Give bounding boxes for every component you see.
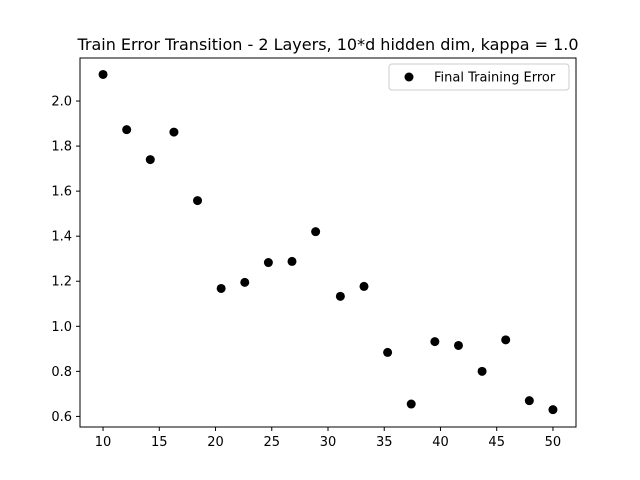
legend-marker [404, 72, 414, 82]
y-tick-label: 0.6 [51, 410, 72, 425]
y-tick-label: 1.6 [51, 185, 72, 200]
data-point [145, 155, 155, 165]
data-point [311, 227, 321, 237]
plot-frame [79, 57, 577, 428]
x-tick-label: 45 [488, 435, 505, 450]
y-tick-label: 1.2 [51, 275, 72, 290]
x-tick-label: 35 [376, 435, 393, 450]
data-point [548, 405, 558, 415]
y-tick-label: 1.8 [51, 140, 72, 155]
data-point [98, 69, 108, 79]
plot-area [80, 58, 576, 427]
x-axis: 10 15 20 25 30 35 40 45 50 [95, 427, 561, 450]
x-tick-label: 20 [207, 435, 224, 450]
x-tick-label: 10 [95, 435, 112, 450]
data-points [98, 69, 558, 415]
x-tick-label: 25 [263, 435, 280, 450]
legend: Final Training Error [388, 63, 570, 91]
y-tick-label: 0.8 [51, 365, 72, 380]
y-tick-label: 1.4 [51, 230, 72, 245]
data-point [383, 347, 393, 357]
data-point [359, 281, 369, 291]
data-point [287, 256, 297, 266]
plot-background [80, 58, 576, 427]
data-point [263, 258, 273, 268]
x-tick-label: 15 [151, 435, 168, 450]
data-point [453, 340, 463, 350]
data-point [477, 366, 487, 376]
y-tick-label: 2.0 [51, 95, 72, 110]
legend-label: Final Training Error [434, 71, 556, 86]
data-point [335, 291, 345, 301]
data-point [240, 277, 250, 287]
data-point [406, 399, 416, 409]
data-point [193, 196, 203, 206]
y-tick-label: 1.0 [51, 320, 72, 335]
data-point [122, 125, 132, 135]
data-point [216, 283, 226, 293]
y-axis: 0.6 0.8 1.0 1.2 1.4 1.6 1.8 2.0 [51, 95, 80, 425]
x-tick-label: 40 [432, 435, 449, 450]
legend-box [388, 63, 570, 91]
data-point [430, 337, 440, 347]
chart-title: Train Error Transition - 2 Layers, 10*d … [76, 35, 578, 54]
data-point [169, 127, 179, 137]
data-point [501, 335, 511, 345]
data-point [524, 396, 534, 406]
x-tick-label: 50 [545, 435, 562, 450]
x-tick-label: 30 [320, 435, 337, 450]
